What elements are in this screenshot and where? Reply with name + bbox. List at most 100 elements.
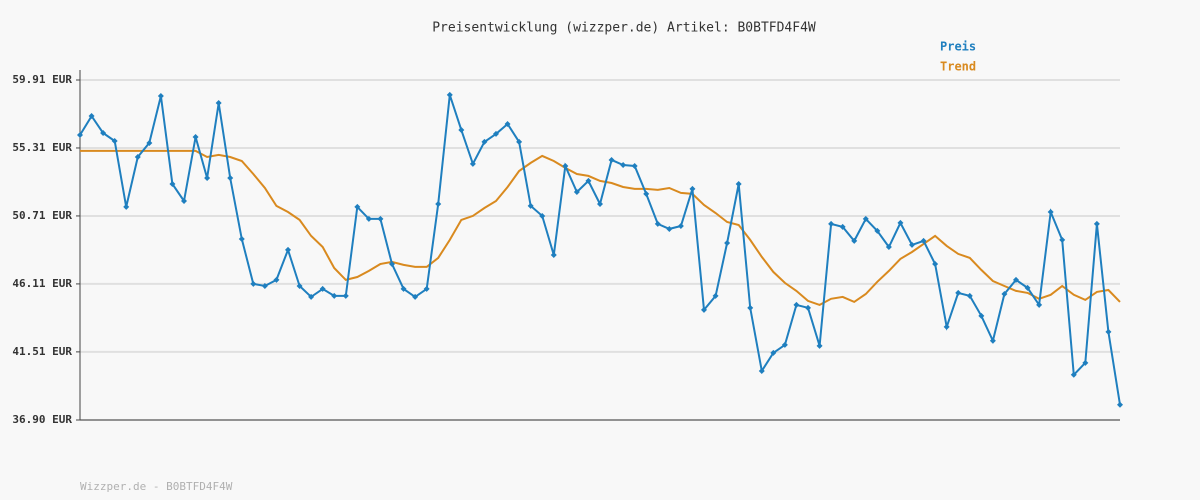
point	[88, 113, 95, 120]
point	[573, 189, 580, 196]
point	[296, 282, 303, 289]
point	[989, 337, 996, 344]
point	[781, 341, 788, 348]
point	[331, 292, 338, 299]
point	[100, 130, 107, 137]
point	[943, 323, 950, 330]
point	[643, 190, 650, 197]
point	[758, 367, 765, 374]
point	[516, 138, 523, 145]
series-line	[80, 149, 1121, 306]
point	[1093, 220, 1100, 227]
point	[308, 293, 315, 300]
point	[839, 223, 846, 230]
point	[885, 243, 892, 250]
point	[1117, 401, 1123, 408]
point	[631, 162, 638, 169]
point	[134, 153, 141, 160]
point	[1001, 290, 1008, 297]
point	[261, 282, 268, 289]
point	[469, 160, 476, 167]
y-tick-label: 59.91 EUR	[12, 73, 72, 86]
point	[724, 239, 731, 246]
point	[481, 138, 488, 145]
point	[701, 306, 707, 313]
point	[735, 181, 742, 188]
point	[435, 200, 442, 207]
point	[747, 304, 754, 311]
y-tick-label: 36.90 EUR	[12, 413, 72, 426]
point	[273, 276, 280, 283]
point	[365, 215, 372, 222]
point	[770, 349, 777, 356]
point	[874, 227, 881, 234]
point	[966, 292, 973, 299]
point	[828, 220, 835, 227]
point	[920, 237, 927, 244]
point	[192, 134, 199, 141]
footer: Wizzper.de - B0BTFD4F4W	[80, 480, 233, 493]
point	[493, 130, 499, 137]
point	[608, 156, 615, 163]
point	[250, 280, 257, 287]
point	[816, 342, 823, 349]
point	[412, 293, 419, 300]
point	[862, 215, 869, 222]
point	[793, 301, 800, 308]
point	[585, 177, 592, 184]
point	[169, 181, 176, 188]
point	[1059, 236, 1066, 243]
point	[805, 304, 811, 311]
y-tick-label: 55.31 EUR	[12, 141, 72, 154]
point	[620, 161, 627, 168]
point	[77, 131, 83, 138]
point	[423, 285, 430, 292]
point	[1105, 328, 1112, 335]
point	[123, 203, 130, 210]
point	[1047, 208, 1054, 215]
point	[978, 312, 985, 319]
point	[238, 235, 245, 242]
point	[550, 251, 557, 258]
y-tick-label: 41.51 EUR	[12, 345, 72, 358]
point	[458, 126, 465, 133]
point	[446, 91, 453, 98]
point	[527, 202, 534, 209]
point	[111, 138, 118, 145]
point	[666, 225, 673, 232]
point	[932, 260, 939, 267]
point	[712, 292, 719, 299]
point	[400, 285, 407, 292]
point	[1070, 371, 1077, 378]
legend-label: Preis	[940, 40, 976, 54]
point	[1024, 284, 1031, 291]
chart-title: Preisentwicklung (wizzper.de) Artikel: B…	[432, 21, 816, 36]
point	[285, 246, 291, 253]
point	[689, 185, 696, 192]
point	[389, 260, 395, 267]
point	[342, 292, 349, 299]
point	[377, 215, 384, 222]
point	[1013, 276, 1019, 283]
point	[955, 289, 962, 296]
point	[677, 222, 684, 229]
point	[181, 198, 187, 205]
y-tick-label: 46.11 EUR	[12, 277, 72, 290]
point	[504, 121, 511, 128]
point	[215, 100, 222, 107]
legend-label: Trend	[940, 60, 976, 74]
point	[146, 139, 153, 146]
point	[1082, 359, 1089, 366]
point	[354, 203, 361, 210]
point	[597, 200, 603, 207]
point	[897, 219, 904, 226]
point	[909, 241, 915, 248]
point	[654, 220, 661, 227]
point	[1036, 301, 1043, 308]
point	[227, 174, 234, 181]
point	[851, 237, 858, 244]
point	[319, 285, 326, 292]
point	[157, 92, 164, 99]
